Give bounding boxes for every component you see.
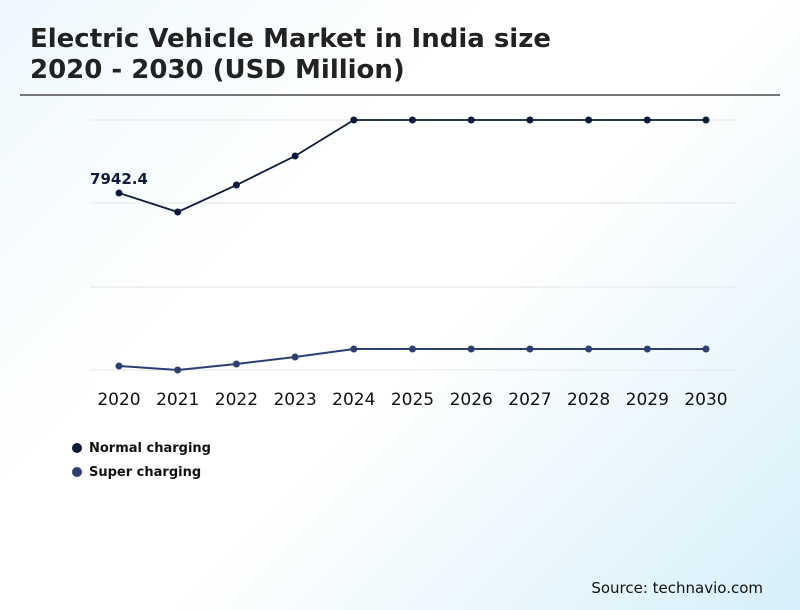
x-tick-label: 2026 <box>450 390 493 410</box>
title-line-1: Electric Vehicle Market in India size <box>30 24 551 54</box>
data-point <box>409 345 416 353</box>
x-tick-label: 2030 <box>684 390 727 410</box>
x-tick-label: 2027 <box>508 390 551 410</box>
x-tick-label: 2023 <box>273 390 316 410</box>
legend-marker <box>72 467 82 477</box>
data-point <box>409 116 416 124</box>
legend-label: Normal charging <box>89 440 211 456</box>
legend: Normal charging Super charging <box>72 436 211 484</box>
x-tick-label: 2024 <box>332 390 375 410</box>
data-point <box>350 116 358 124</box>
x-tick-label: 2028 <box>567 390 610 410</box>
x-tick-label: 2021 <box>156 390 199 410</box>
x-tick-label: 2029 <box>626 390 669 410</box>
x-tick-label: 2020 <box>97 390 140 410</box>
data-point <box>702 345 710 353</box>
title-line-2: 2020 - 2030 (USD Million) <box>30 55 405 85</box>
data-point <box>350 345 358 353</box>
x-tick-label: 2022 <box>215 390 258 410</box>
legend-item-normal-charging: Normal charging <box>72 436 211 460</box>
legend-marker <box>72 443 82 453</box>
data-point <box>174 208 182 216</box>
data-point <box>291 152 299 160</box>
data-point <box>467 116 475 124</box>
data-point <box>115 189 123 197</box>
x-tick-label: 2025 <box>391 390 434 410</box>
data-point <box>232 181 240 189</box>
legend-item-super-charging: Super charging <box>72 460 211 484</box>
data-point <box>702 116 710 124</box>
chart-title: Electric Vehicle Market in India size 20… <box>30 24 551 86</box>
data-point <box>115 362 123 370</box>
series-line <box>118 119 706 213</box>
data-point <box>526 116 534 124</box>
data-point <box>291 353 299 361</box>
data-point <box>585 345 593 353</box>
source-note: Source: technavio.com <box>591 579 763 597</box>
data-point <box>643 345 651 353</box>
data-point <box>174 366 182 374</box>
data-point <box>467 345 475 353</box>
data-point <box>232 360 240 368</box>
data-point <box>585 116 593 124</box>
data-point <box>643 116 651 124</box>
legend-label: Super charging <box>89 464 202 480</box>
data-label: 7942.4 <box>90 170 148 188</box>
data-point <box>526 345 534 353</box>
title-divider <box>20 94 780 96</box>
